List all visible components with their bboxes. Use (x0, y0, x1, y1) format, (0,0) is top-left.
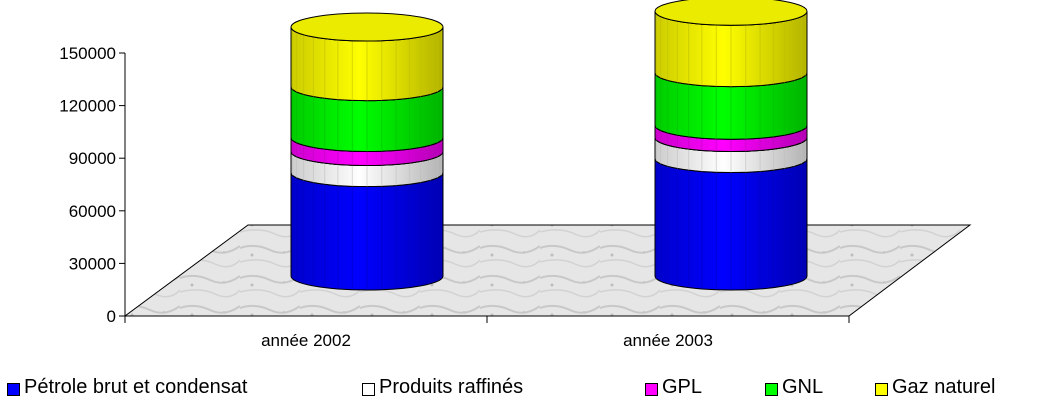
cylinder-top (290, 12, 444, 42)
y-tick-label: 120000 (59, 97, 116, 116)
legend-swatch (7, 383, 20, 396)
legend-item: GNL (765, 376, 823, 399)
legend-item: Gaz naturel (875, 376, 995, 399)
y-tick-label: 60000 (69, 202, 116, 221)
y-tick-label: 30000 (69, 254, 116, 273)
legend-label: GNL (782, 376, 824, 398)
x-tick-label: année 2003 (623, 331, 713, 350)
legend-label: GPL (662, 376, 703, 398)
legend-swatch (362, 383, 375, 396)
cylinder-1 (290, 12, 444, 291)
legend-swatch (645, 383, 658, 396)
legend-label: Produits raffinés (379, 376, 524, 398)
legend-item: Pétrole brut et condensat (7, 376, 247, 399)
legend-item: Produits raffinés (362, 376, 523, 399)
cylinders (290, 0, 808, 291)
x-tick-label: année 2002 (261, 331, 351, 350)
cylinder-top (654, 0, 808, 26)
floor (123, 224, 972, 317)
legend-label: Pétrole brut et condensat (24, 376, 248, 398)
legend: Pétrole brut et condensat Produits raffin… (0, 372, 1053, 402)
y-tick-label: 90000 (69, 149, 116, 168)
legend-item: GPL (645, 376, 702, 399)
floor-plane (123, 224, 972, 317)
y-tick-label: 0 (107, 307, 116, 326)
x-axis: année 2002 année 2003 (124, 315, 850, 350)
legend-label: Gaz naturel (892, 376, 996, 398)
legend-swatch (875, 383, 888, 396)
cylinder-2 (654, 0, 808, 291)
legend-swatch (765, 383, 778, 396)
y-tick-label: 150000 (59, 44, 116, 63)
y-axis: 0 30000 60000 90000 120000 150000 (59, 44, 126, 326)
